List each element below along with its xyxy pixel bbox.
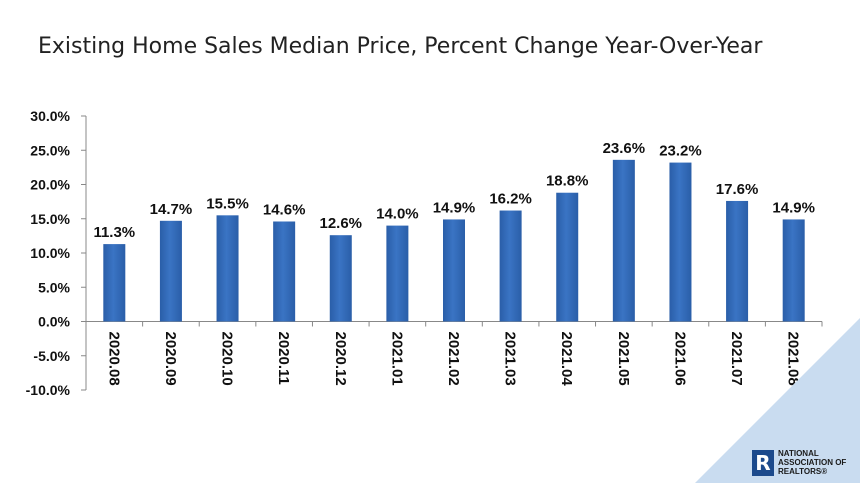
bar: [612, 159, 635, 322]
x-tick-label: 2020.11: [275, 332, 292, 385]
x-tick-label: 2021.07: [728, 332, 745, 386]
x-tick-label: 2020.08: [105, 332, 122, 386]
y-tick-label: -10.0%: [26, 382, 71, 398]
bar: [273, 221, 296, 322]
y-tick-label: 10.0%: [30, 245, 70, 261]
data-label: 11.3%: [93, 224, 135, 241]
x-tick-label: 2021.06: [671, 332, 688, 386]
chart-title: Existing Home Sales Median Price, Percen…: [38, 34, 763, 59]
logo-line-3: REALTORS®: [778, 467, 828, 476]
data-label: 14.9%: [772, 199, 815, 216]
x-tick-label: 2021.04: [558, 332, 575, 387]
bar: [669, 162, 692, 322]
x-tick-label: 2021.08: [785, 332, 802, 386]
x-tick-label: 2020.09: [162, 332, 179, 386]
y-tick-label: 5.0%: [38, 279, 70, 295]
x-tick-label: 2021.02: [445, 332, 462, 386]
bar: [329, 235, 352, 322]
x-tick-label: 2020.12: [332, 332, 349, 386]
data-label: 16.2%: [489, 191, 532, 208]
bar: [216, 215, 239, 322]
y-tick-label: 25.0%: [30, 142, 70, 158]
data-label: 18.8%: [546, 173, 589, 190]
data-label: 12.6%: [319, 215, 362, 232]
data-label: 23.6%: [603, 140, 646, 157]
data-label: 14.9%: [433, 199, 476, 216]
logo-text: NATIONAL ASSOCIATION OF REALTORS®: [778, 449, 846, 476]
data-label: 14.6%: [263, 201, 306, 218]
y-tick-label: -5.0%: [33, 348, 70, 364]
bar: [443, 219, 465, 322]
realtor-r-icon: R: [752, 449, 774, 476]
x-tick-label: 2021.05: [615, 332, 632, 386]
data-label: 14.7%: [150, 201, 193, 218]
nar-logo: R NATIONAL ASSOCIATION OF REALTORS®: [752, 449, 846, 476]
y-tick-label: 15.0%: [30, 211, 70, 227]
data-label: 23.2%: [659, 143, 702, 160]
data-label: 14.0%: [376, 206, 419, 223]
y-tick-label: 20.0%: [30, 177, 70, 193]
bar: [386, 225, 409, 322]
x-tick-label: 2021.01: [388, 332, 405, 386]
x-tick-label: 2021.03: [502, 332, 519, 386]
bar: [556, 192, 579, 322]
y-tick-label: 30.0%: [30, 108, 70, 124]
x-tick-label: 2020.10: [219, 332, 236, 386]
data-label: 17.6%: [716, 181, 759, 198]
logo-line-2: ASSOCIATION OF: [778, 458, 847, 467]
y-tick-label: 0.0%: [38, 314, 70, 330]
bar: [499, 210, 522, 322]
bar: [782, 219, 805, 322]
logo-line-1: NATIONAL: [778, 449, 819, 458]
bar: [159, 220, 182, 322]
data-label: 15.5%: [206, 195, 249, 212]
bar: [726, 200, 749, 322]
bar: [103, 244, 126, 322]
